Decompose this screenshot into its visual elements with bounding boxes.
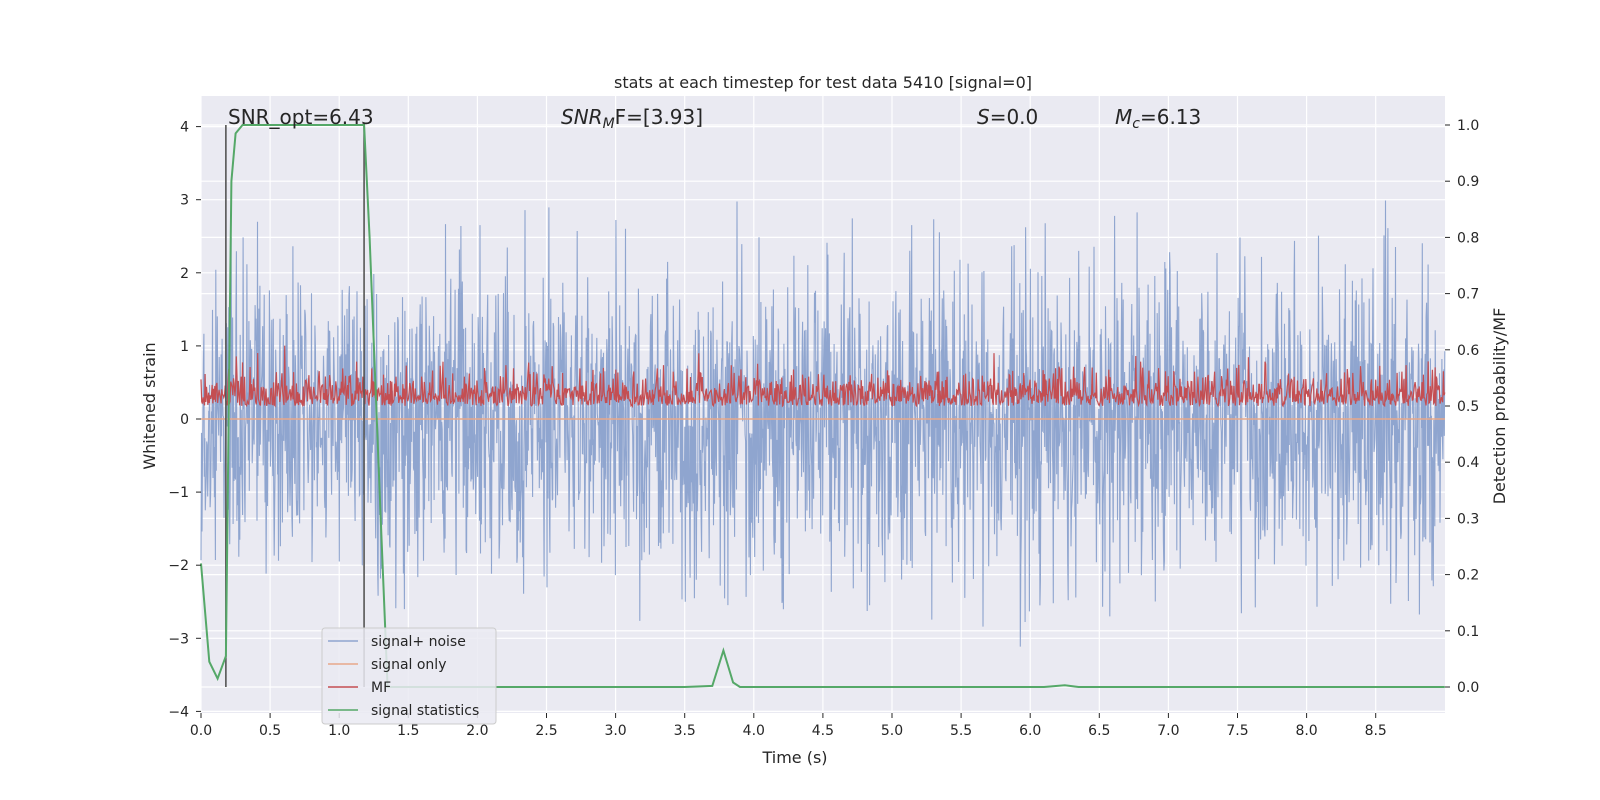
x-tick-label: 2.5: [535, 723, 557, 739]
y-left-tick-label: 3: [180, 193, 189, 209]
annotation-mc: Mc=6.13: [1115, 105, 1201, 132]
legend-label-signal-noise: signal+ noise: [371, 634, 466, 650]
x-tick-label: 4.0: [743, 723, 765, 739]
x-tick-label: 2.0: [466, 723, 488, 739]
y-axis-right-label: Detection probability/MF: [1490, 308, 1509, 505]
legend: signal+ noise signal only MF signal stat…: [321, 627, 497, 725]
mf-line: [200, 345, 1446, 409]
x-tick-label: 6.0: [1019, 723, 1041, 739]
y-right-tick-label: 0.3: [1457, 511, 1479, 527]
y-right-tick-label: 0.7: [1457, 287, 1479, 303]
legend-item-signal-noise: signal+ noise: [328, 634, 466, 650]
x-axis-ticks: 0.0 0.5 1.0 1.5 2.0 2.5 3.0 3.5 4.0 4.5 5.0 5.5 6.0 6…: [190, 713, 1387, 739]
x-tick-label: 3.0: [604, 723, 626, 739]
y-right-tick-label: 0.6: [1457, 343, 1479, 359]
legend-item-signal-statistics: signal statistics: [328, 703, 479, 719]
y-right-tick-label: 0.0: [1457, 680, 1479, 696]
x-tick-label: 8.0: [1295, 723, 1317, 739]
x-tick-label: 0.0: [190, 723, 212, 739]
y-left-tick-label: 2: [180, 266, 189, 282]
y-left-tick-label: −3: [168, 631, 189, 647]
y-left-tick-label: −2: [168, 558, 189, 574]
x-tick-label: 1.5: [397, 723, 419, 739]
y-left-tick-label: 0: [180, 412, 189, 428]
chart-title: stats at each timestep for test data 541…: [614, 73, 1032, 92]
annotation-snr-mf: SNRMF=[3.93]: [561, 105, 703, 132]
x-tick-label: 3.5: [674, 723, 696, 739]
y-right-tick-label: 0.4: [1457, 455, 1479, 471]
x-tick-label: 7.0: [1157, 723, 1179, 739]
y-axis-left-ticks: 4 3 2 1 0 −1 −2 −3 −4: [168, 120, 201, 720]
y-axis-right-ticks: 1.0 0.9 0.8 0.7 0.6 0.5 0.4 0.3 0.2 0.1 0.0: [1445, 118, 1479, 696]
y-left-tick-label: −1: [168, 485, 189, 501]
signal-statistics-line: [200, 124, 1445, 688]
legend-box: [321, 627, 497, 725]
y-right-tick-label: 1.0: [1457, 118, 1479, 134]
y-axis-left-label: Whitened strain: [140, 342, 159, 469]
x-tick-label: 7.5: [1226, 723, 1248, 739]
annotation-s: S=0.0: [977, 105, 1038, 129]
y-right-tick-label: 0.8: [1457, 230, 1479, 246]
x-tick-label: 6.5: [1088, 723, 1110, 739]
x-tick-label: 4.5: [812, 723, 834, 739]
y-left-tick-label: 1: [180, 339, 189, 355]
legend-label-signal-statistics: signal statistics: [371, 703, 479, 719]
x-tick-label: 5.5: [950, 723, 972, 739]
y-left-tick-label: −4: [168, 704, 189, 720]
y-right-tick-label: 0.5: [1457, 399, 1479, 415]
x-tick-label: 8.5: [1365, 723, 1387, 739]
legend-item-mf: MF: [328, 680, 391, 696]
y-right-tick-label: 0.2: [1457, 568, 1479, 584]
legend-label-signal-only: signal only: [371, 657, 446, 673]
x-tick-label: 5.0: [881, 723, 903, 739]
legend-label-mf: MF: [371, 680, 391, 696]
legend-item-signal-only: signal only: [328, 657, 446, 673]
y-right-tick-label: 0.1: [1457, 624, 1479, 640]
y-right-tick-label: 0.9: [1457, 174, 1479, 190]
series-mf: [200, 345, 1446, 409]
x-axis-label: Time (s): [761, 748, 827, 767]
y-left-tick-label: 4: [180, 120, 189, 136]
series-signal-noise: [200, 200, 1446, 647]
annotation-snr-opt: SNR_opt=6.43: [228, 105, 374, 129]
x-tick-label: 1.0: [328, 723, 350, 739]
series-signal-statistics: [200, 124, 1445, 688]
signal-noise-line: [200, 200, 1446, 647]
x-tick-label: 0.5: [259, 723, 281, 739]
